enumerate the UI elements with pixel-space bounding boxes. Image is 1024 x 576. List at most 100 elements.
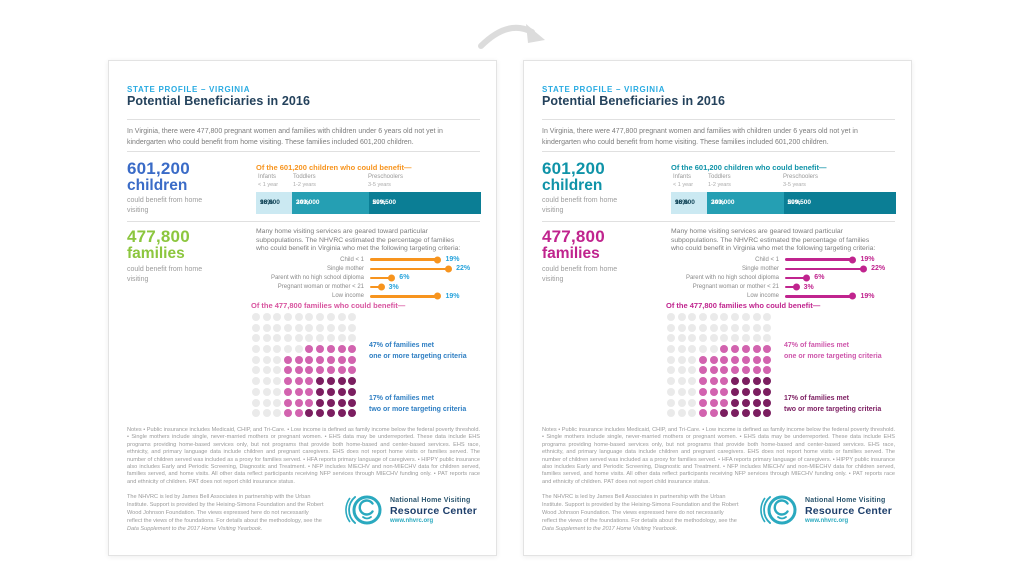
intro-paragraph: In Virginia, there were 477,800 pregnant…	[542, 128, 858, 146]
dot-no-criteria	[326, 313, 335, 321]
matrix-label-line: 47% of families met	[369, 342, 434, 349]
dot-two-plus-criteria	[741, 387, 750, 396]
matrix-label-two-or-more: 17% of families met two or more targetin…	[784, 394, 909, 415]
criteria-bar	[785, 295, 853, 298]
dot-two-plus-criteria	[731, 398, 740, 407]
dot-one-plus-criteria	[305, 366, 314, 375]
dot-no-criteria	[763, 323, 772, 332]
divider	[542, 221, 895, 222]
age-group-header: Infants < 1 year	[258, 174, 278, 188]
dot-no-criteria	[273, 355, 282, 364]
dot-one-plus-criteria	[699, 409, 708, 418]
dot-one-plus-criteria	[294, 398, 303, 407]
children-chart-heading: Of the 601,200 children who could benefi…	[671, 163, 827, 172]
age-group-header: Infants < 1 year	[673, 174, 693, 188]
age-bar-segment: 299,500 50%	[368, 192, 481, 214]
dot-no-criteria	[252, 387, 260, 396]
page-slot-revised: STATE PROFILE – VIRGINIA Potential Benef…	[523, 60, 912, 556]
dot-one-plus-criteria	[348, 345, 357, 354]
dot-no-criteria	[741, 313, 750, 321]
dot-two-plus-criteria	[348, 387, 357, 396]
dot-no-criteria	[720, 313, 729, 321]
dot-no-criteria	[677, 366, 686, 375]
dot-no-criteria	[273, 366, 282, 375]
age-group-label: Infants	[258, 174, 277, 180]
dot-two-plus-criteria	[316, 387, 325, 396]
dot-no-criteria	[688, 387, 697, 396]
dot-no-criteria	[667, 387, 675, 396]
dot-two-plus-criteria	[741, 377, 750, 386]
dot-two-plus-criteria	[763, 409, 772, 418]
matrix-label-line: two or more targeting criteria	[369, 405, 467, 413]
dot-no-criteria	[252, 409, 260, 418]
dot-no-criteria	[262, 387, 271, 396]
dot-one-plus-criteria	[305, 345, 314, 354]
dot-one-plus-criteria	[720, 398, 729, 407]
age-group-label: Preschoolers	[783, 174, 819, 180]
divider	[127, 119, 480, 120]
dot-no-criteria	[252, 377, 260, 386]
dot-one-plus-criteria	[326, 355, 335, 364]
logo-name-top: National Home Visiting	[390, 496, 471, 504]
notes-paragraph: Notes • Public insurance includes Medica…	[542, 427, 895, 485]
age-bar-percent: 50%	[372, 199, 386, 207]
criteria-label: Child < 1	[340, 256, 364, 263]
logo-name-top: National Home Visiting	[805, 496, 886, 504]
age-group-label: Infants	[673, 174, 692, 180]
criteria-label: Child < 1	[755, 256, 779, 263]
divider	[542, 119, 895, 120]
dot-no-criteria	[741, 334, 750, 343]
dot-two-plus-criteria	[741, 398, 750, 407]
age-bar-segment: 203,000 34%	[707, 192, 784, 214]
logo-name-bottom: Resource Center	[805, 504, 893, 517]
dot-one-plus-criteria	[305, 355, 314, 364]
dot-no-criteria	[699, 345, 708, 354]
dot-no-criteria	[688, 313, 697, 321]
age-bar-value: 299,500	[787, 199, 812, 207]
children-count-label: children	[542, 177, 603, 194]
criteria-row: Single mother 22%	[256, 264, 491, 273]
dot-one-plus-criteria	[326, 366, 335, 375]
footer-credits: The NHVRC is led by James Bell Associate…	[127, 493, 325, 534]
dot-no-criteria	[688, 377, 697, 386]
dot-no-criteria	[731, 323, 740, 332]
dot-no-criteria	[731, 334, 740, 343]
families-count-label: families	[542, 245, 600, 262]
dot-one-plus-criteria	[316, 355, 325, 364]
criteria-percent: 22%	[456, 265, 471, 273]
children-count-sub: could benefit from home visiting	[542, 197, 618, 214]
dot-no-criteria	[262, 313, 271, 321]
age-group-header: Toddlers 1-2 years	[293, 174, 316, 188]
dot-no-criteria	[316, 334, 325, 343]
dot-two-plus-criteria	[752, 377, 761, 386]
dot-no-criteria	[316, 313, 325, 321]
dot-no-criteria	[348, 334, 357, 343]
dot-no-criteria	[294, 323, 303, 332]
criteria-bar	[370, 295, 438, 298]
dot-two-plus-criteria	[731, 387, 740, 396]
criteria-bar	[785, 285, 796, 289]
dot-one-plus-criteria	[284, 355, 293, 364]
dot-one-plus-criteria	[752, 355, 761, 364]
age-group-sublabel: < 1 year	[673, 181, 694, 188]
nhvrc-logo-text: National Home Visiting Resource Center w…	[390, 497, 477, 524]
dot-no-criteria	[677, 323, 686, 332]
dot-one-plus-criteria	[720, 387, 729, 396]
nhvrc-logo-icon	[345, 495, 382, 525]
dot-no-criteria	[252, 334, 260, 343]
dot-one-plus-criteria	[741, 355, 750, 364]
dot-no-criteria	[252, 355, 260, 364]
dot-matrix-heading: Of the 477,800 families who could benefi…	[251, 301, 406, 310]
dot-one-plus-criteria	[699, 387, 708, 396]
age-bar-value: 98,800	[260, 199, 280, 207]
age-bar-segment: 203,000 34%	[292, 192, 369, 214]
dot-one-plus-criteria	[699, 398, 708, 407]
dot-no-criteria	[709, 334, 718, 343]
dot-no-criteria	[752, 334, 761, 343]
age-bar-percent: 34%	[711, 199, 725, 207]
dot-two-plus-criteria	[731, 377, 740, 386]
dot-one-plus-criteria	[741, 345, 750, 354]
dot-no-criteria	[709, 345, 718, 354]
dot-no-criteria	[316, 323, 325, 332]
children-count: 601,200	[542, 159, 605, 178]
